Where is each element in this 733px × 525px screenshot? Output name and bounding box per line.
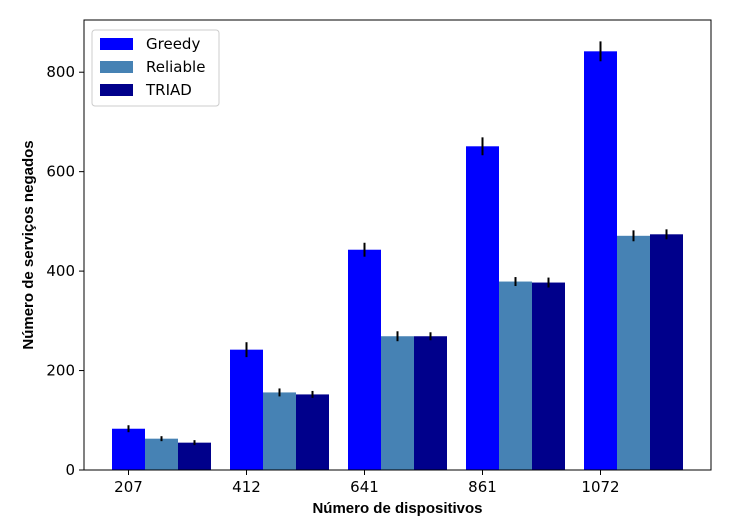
x-tick-label: 861 bbox=[468, 478, 497, 496]
legend: Greedy Reliable TRIAD bbox=[91, 29, 220, 107]
x-axis-label: Número de dispositivos bbox=[312, 500, 482, 517]
x-tick-label: 641 bbox=[350, 478, 379, 496]
bar-greedy-861 bbox=[466, 146, 499, 470]
bar-greedy-1072 bbox=[584, 51, 617, 471]
y-tick-label: 0 bbox=[65, 461, 75, 479]
plot-area-frame bbox=[83, 19, 712, 471]
y-tick-label: 600 bbox=[46, 163, 75, 181]
bar-triad-861 bbox=[532, 282, 565, 470]
y-tick-label: 800 bbox=[46, 63, 75, 81]
bar-greedy-207 bbox=[112, 428, 145, 470]
legend-label-reliable: Reliable bbox=[146, 58, 205, 76]
y-tick-label: 200 bbox=[46, 362, 75, 380]
bars-layer bbox=[112, 51, 683, 471]
bar-greedy-412 bbox=[230, 349, 263, 470]
bar-greedy-641 bbox=[348, 249, 381, 470]
bar-reliable-412 bbox=[263, 392, 296, 470]
error-bars-layer bbox=[127, 41, 668, 446]
x-tick-label: 207 bbox=[114, 478, 143, 496]
legend-label-greedy: Greedy bbox=[146, 35, 200, 53]
bar-triad-412 bbox=[296, 394, 329, 470]
bar-reliable-1072 bbox=[617, 235, 650, 470]
bar-reliable-861 bbox=[499, 281, 532, 470]
bar-triad-641 bbox=[414, 336, 447, 470]
y-axis-label: Número de serviços negados bbox=[20, 140, 37, 349]
bar-triad-207 bbox=[178, 442, 211, 470]
bar-triad-1072 bbox=[650, 234, 683, 470]
y-tick-label: 400 bbox=[46, 262, 75, 280]
bar-reliable-641 bbox=[381, 336, 414, 470]
x-axis: 207 412 641 861 1072 bbox=[114, 470, 620, 496]
bar-reliable-207 bbox=[145, 438, 178, 470]
x-tick-label: 412 bbox=[232, 478, 261, 496]
x-tick-label: 1072 bbox=[581, 478, 619, 496]
legend-swatch-triad bbox=[100, 84, 133, 96]
legend-swatch-reliable bbox=[100, 61, 133, 73]
legend-label-triad: TRIAD bbox=[145, 81, 192, 99]
y-axis: 0 200 400 600 800 bbox=[46, 63, 84, 479]
legend-swatch-greedy bbox=[100, 38, 133, 50]
